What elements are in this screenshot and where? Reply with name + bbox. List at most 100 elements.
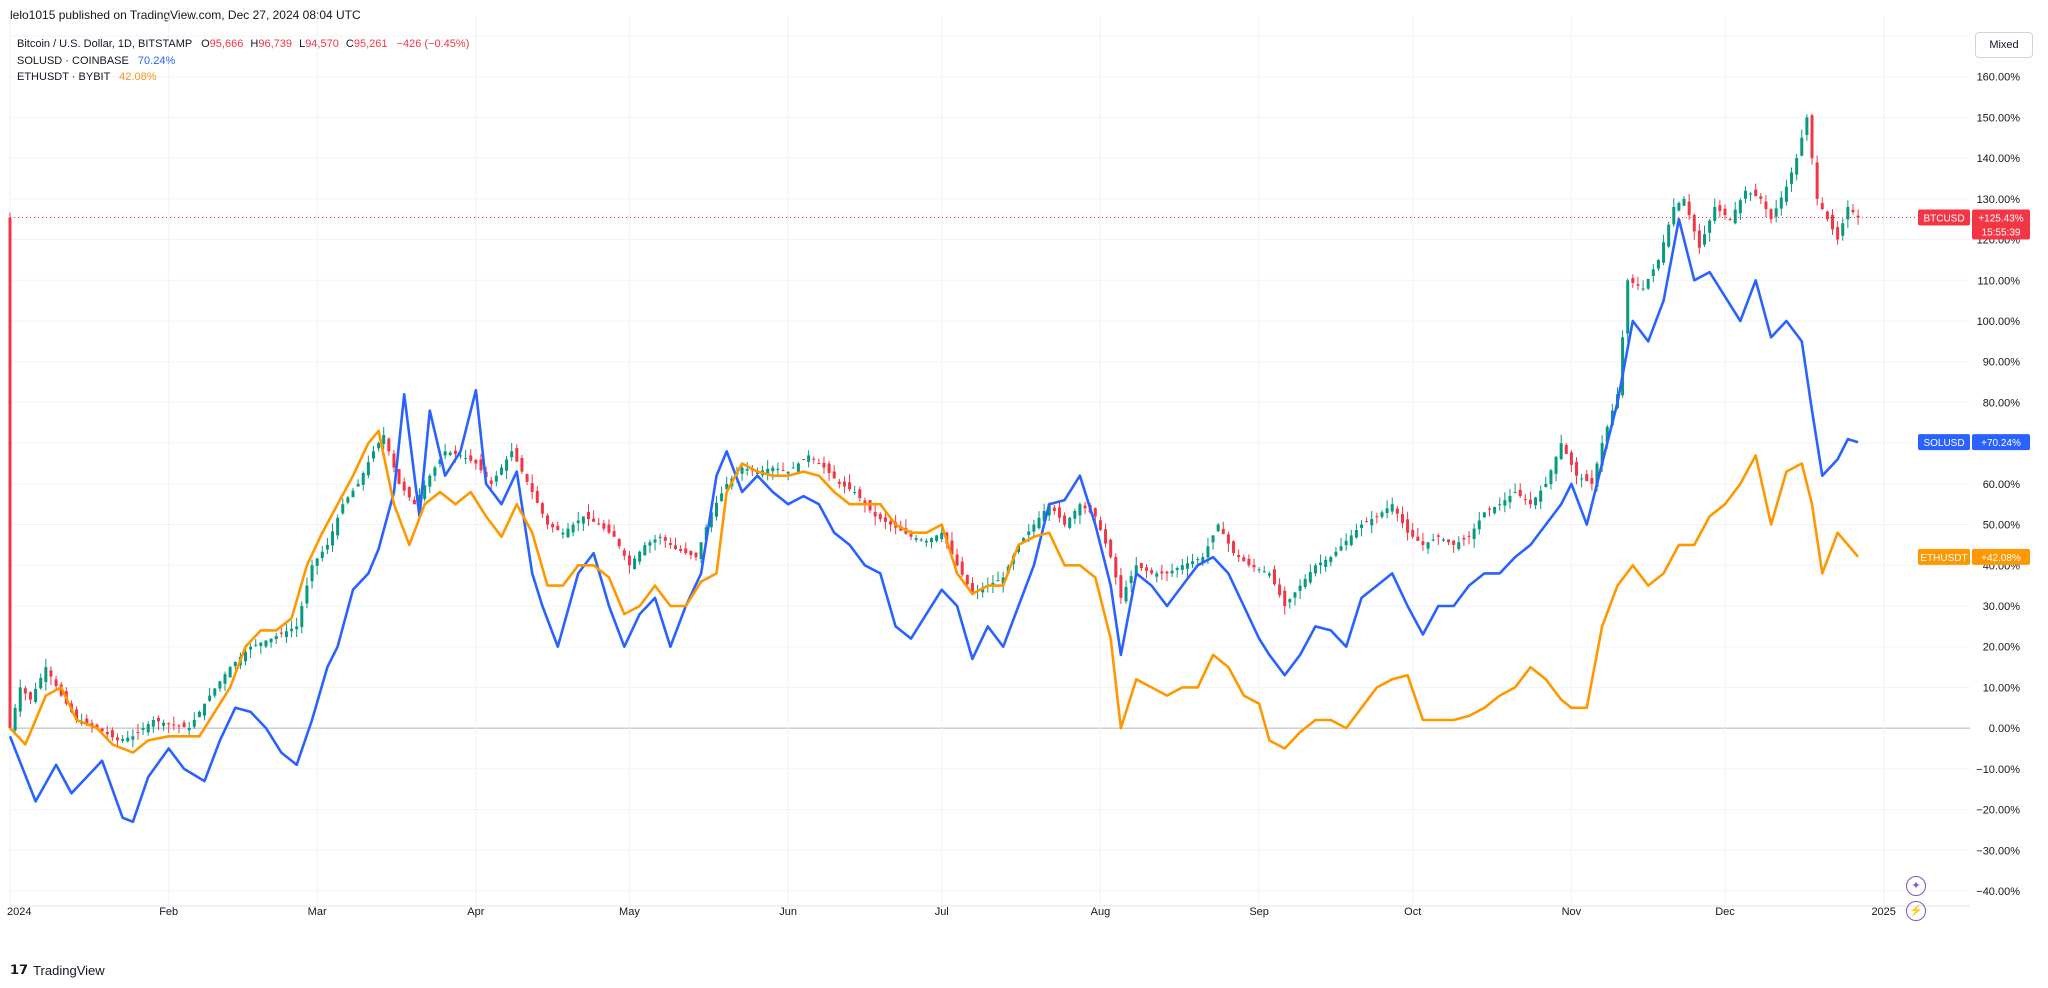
btc-candle <box>889 521 893 525</box>
ethusdt-line <box>9 429 1860 754</box>
btc-candle <box>858 489 862 499</box>
btc-candle <box>13 707 17 731</box>
scale-mode-button[interactable]: Mixed <box>1975 32 2033 58</box>
btc-candle <box>1411 529 1415 537</box>
high-value: 96,739 <box>258 38 292 50</box>
btc-candle <box>679 549 683 552</box>
btc-candle <box>8 217 12 729</box>
btc-candle <box>1779 197 1783 209</box>
main-symbol-row[interactable]: Bitcoin / U.S. Dollar, 1D, BITSTAMP O95,… <box>17 36 469 53</box>
y-tick-label: 30.00% <box>1983 601 2021 613</box>
btc-candle <box>658 536 662 538</box>
close-label: C <box>345 38 354 50</box>
btc-candle <box>412 499 416 505</box>
btc-candle <box>1180 565 1184 570</box>
btc-candle <box>213 688 217 696</box>
btc-candle <box>638 551 642 562</box>
btc-candle <box>1493 506 1497 514</box>
btc-candle <box>228 667 232 678</box>
btc-candle <box>842 481 846 487</box>
btc-candle <box>1784 186 1788 202</box>
btc-candle <box>822 462 826 468</box>
btc-candle <box>448 452 452 455</box>
btc-candle <box>167 723 171 725</box>
btc-candle <box>443 451 447 456</box>
y-tick-label: 140.00% <box>1977 153 2021 165</box>
price-symbol-label: ETHUSDT <box>1920 553 1967 564</box>
compare-symbol-value: 42.08% <box>119 71 157 83</box>
btc-candle <box>592 518 596 522</box>
btc-candle <box>156 717 160 722</box>
x-tick-label: 2024 <box>7 906 31 918</box>
lightning-icon[interactable]: ⚡ <box>1906 901 1926 921</box>
btc-candle <box>192 720 196 727</box>
y-tick-label: 10.00% <box>1983 682 2021 694</box>
btc-candle <box>1057 507 1061 518</box>
btc-candle <box>1836 227 1840 240</box>
btc-candle <box>279 632 283 634</box>
btc-candle <box>1416 536 1420 541</box>
btc-candle <box>105 731 109 735</box>
btc-candle <box>709 512 713 528</box>
btc-candle <box>1569 452 1573 465</box>
btc-candle <box>535 490 539 503</box>
price-symbol-tag <box>1918 434 1970 451</box>
btc-candle <box>1406 519 1410 533</box>
btc-candle <box>791 467 795 469</box>
btc-candle <box>1498 504 1502 506</box>
comparison-chart[interactable]: 170.00%160.00%150.00%140.00%130.00%120.0… <box>0 0 2048 930</box>
btc-candle <box>566 528 570 538</box>
y-tick-label: −40.00% <box>1976 886 2020 898</box>
btc-candle <box>177 725 181 727</box>
btc-candle <box>1380 512 1384 517</box>
y-tick-label: 0.00% <box>1989 723 2020 735</box>
btc-candle <box>131 736 135 740</box>
btc-candle <box>1221 528 1225 535</box>
btc-candle <box>607 524 611 533</box>
btc-candle <box>1262 571 1266 573</box>
btc-candle <box>1196 559 1200 561</box>
x-axis: 2024 Feb Mar Apr May Jun Jul Aug Sep Oct Nov Dec 202… <box>7 906 1896 918</box>
btc-candle <box>556 525 560 530</box>
btc-candle <box>1385 508 1389 514</box>
btc-candle <box>1733 209 1737 224</box>
btc-candle <box>1237 554 1241 558</box>
btc-candle <box>1047 504 1051 516</box>
btc-candle <box>1052 507 1056 511</box>
btc-candle <box>141 728 145 730</box>
btc-candle <box>1165 571 1169 574</box>
btc-candle <box>812 458 816 460</box>
btc-candle <box>494 475 498 482</box>
btc-candle <box>1324 559 1328 567</box>
btc-candle <box>970 583 974 594</box>
btc-candle <box>1365 521 1369 523</box>
main-symbol-name: Bitcoin / U.S. Dollar, 1D, BITSTAMP <box>17 38 193 50</box>
compare-row-eth[interactable]: ETHUSDT · BYBIT 42.08% <box>17 69 469 86</box>
btc-candle <box>1226 534 1230 544</box>
btc-candle <box>699 542 703 560</box>
price-symbol-tag <box>1918 548 1970 565</box>
price-symbol-tag <box>1918 209 1970 226</box>
compare-symbol-name: ETHUSDT · BYBIT <box>17 71 111 83</box>
btc-candle <box>940 532 944 540</box>
btc-candle <box>44 667 48 682</box>
compare-row-sol[interactable]: SOLUSD · COINBASE 70.24% <box>17 53 469 70</box>
btc-candle <box>305 585 309 604</box>
btc-candle <box>90 723 94 727</box>
footer-branding[interactable]: 𝟭𝟳 TradingView <box>10 962 105 978</box>
btc-candle <box>1303 578 1307 587</box>
btc-candle <box>1544 483 1548 488</box>
btc-candle <box>1534 497 1538 506</box>
btc-candle <box>197 711 201 718</box>
btc-candle <box>1344 540 1348 546</box>
publish-header: lelo1015 published on TradingView.com, D… <box>0 0 2048 26</box>
btc-candle <box>1472 528 1476 540</box>
plus-icon[interactable]: ✦ <box>1906 876 1926 896</box>
btc-candle <box>18 687 22 712</box>
btc-candle <box>126 737 130 742</box>
btc-candle <box>1170 570 1174 574</box>
btc-candle <box>1528 499 1532 505</box>
btc-candle <box>832 471 836 479</box>
btc-candle <box>1692 215 1696 232</box>
btc-candle <box>1487 508 1491 510</box>
